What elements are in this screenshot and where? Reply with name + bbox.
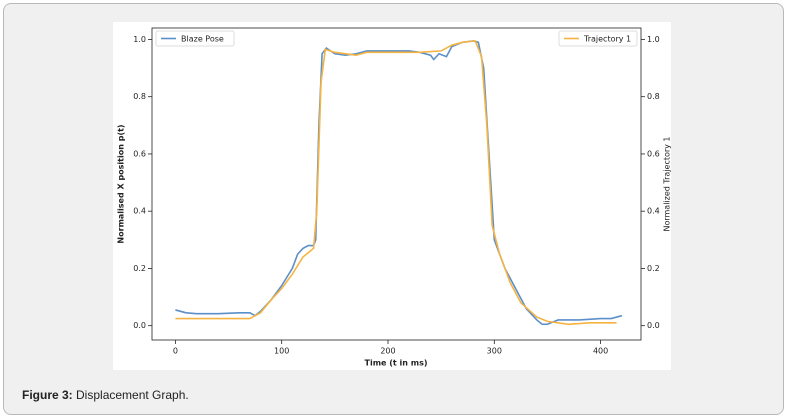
y2-tick-label: 0.0 bbox=[647, 321, 660, 330]
y2-tick-label: 0.8 bbox=[647, 92, 660, 101]
y-tick-label: 0.0 bbox=[133, 321, 146, 330]
plot-frame bbox=[151, 27, 642, 341]
caption-text: Displacement Graph. bbox=[76, 388, 189, 402]
caption-label: Figure 3: bbox=[22, 388, 73, 402]
x-tick-label: 300 bbox=[487, 347, 502, 356]
series-line bbox=[175, 40, 617, 326]
legend-box bbox=[558, 30, 638, 47]
y2-tick-label: 0.6 bbox=[647, 149, 660, 158]
y2-axis-label: Normalized Trajectory 1 bbox=[663, 136, 672, 231]
legend-label: Blaze Pose bbox=[181, 35, 224, 44]
chart-background bbox=[113, 22, 671, 370]
legend-box bbox=[155, 30, 235, 47]
y2-tick-label: 0.2 bbox=[647, 264, 660, 273]
caption: Figure 3: Displacement Graph. bbox=[22, 388, 189, 402]
y-tick-label: 0.2 bbox=[133, 264, 146, 273]
y-tick-label: 0.8 bbox=[133, 92, 146, 101]
x-tick-label: 100 bbox=[274, 347, 289, 356]
x-tick-label: 200 bbox=[380, 347, 395, 356]
y-axis-label: Normalised X position p(t) bbox=[117, 124, 126, 243]
figure-card: Time (t in ms) Normalised X position p(t… bbox=[3, 3, 784, 415]
y-tick-label: 0.6 bbox=[133, 149, 146, 158]
x-tick-label: 0 bbox=[173, 347, 178, 356]
legend-label: Trajectory 1 bbox=[583, 35, 631, 44]
y2-tick-label: 0.4 bbox=[647, 207, 660, 216]
y2-tick-label: 1.0 bbox=[647, 35, 660, 44]
y-tick-label: 0.4 bbox=[133, 207, 146, 216]
y-tick-label: 1.0 bbox=[133, 35, 146, 44]
x-axis-label: Time (t in ms) bbox=[365, 359, 428, 368]
x-tick-label: 400 bbox=[593, 347, 608, 356]
